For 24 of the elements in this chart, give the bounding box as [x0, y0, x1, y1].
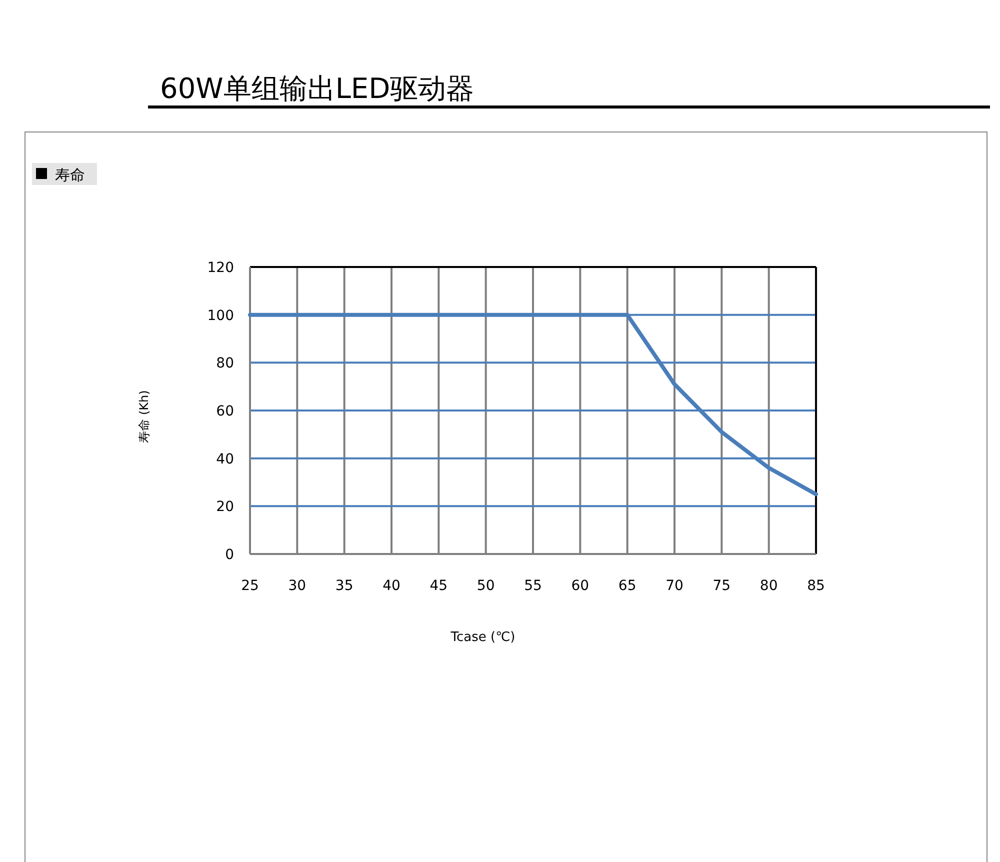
y-tick-label: 120 [207, 260, 234, 276]
y-tick-label: 60 [216, 404, 234, 420]
x-tick-label: 35 [335, 578, 354, 594]
x-tick-label: 30 [288, 578, 306, 594]
title: 60W单组输出LED驱动器 [160, 72, 474, 105]
x-tick-label: 80 [760, 578, 778, 594]
x-tick-label: 60 [571, 578, 590, 594]
y-tick-label: 100 [207, 308, 234, 324]
x-tick-label: 40 [382, 578, 400, 594]
x-tick-label: 50 [476, 578, 495, 594]
x-tick-label: 25 [241, 578, 259, 594]
x-axis-title: Tcase (℃) [450, 630, 516, 645]
x-tick-label: 75 [712, 578, 731, 594]
y-axis-title: 寿命 (Kh) [137, 390, 151, 443]
x-tick-label: 85 [807, 578, 825, 594]
y-tick-label: 0 [225, 547, 234, 563]
y-tick-label: 20 [216, 499, 234, 516]
x-tick-label: 55 [524, 578, 542, 594]
x-tick-label: 45 [430, 578, 448, 594]
x-tick-label: 65 [618, 578, 636, 594]
y-tick-label: 40 [216, 451, 234, 468]
y-tick-label: 80 [216, 356, 234, 372]
x-tick-label: 70 [666, 578, 684, 594]
subtitle: 寿命 [32, 163, 97, 185]
